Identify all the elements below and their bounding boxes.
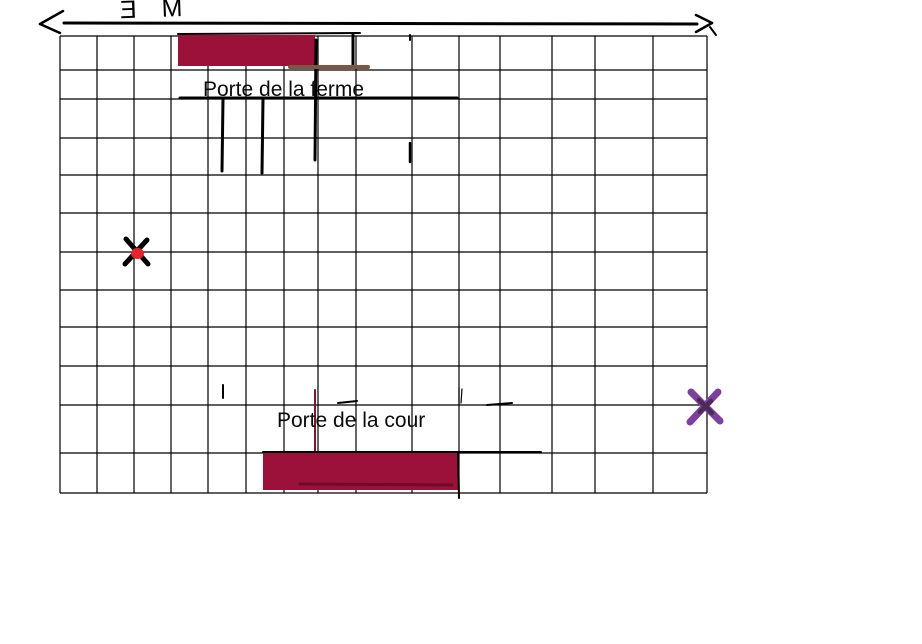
pen-vstroke-3 — [313, 38, 318, 162]
pen-vstroke-2 — [260, 97, 265, 175]
purple-x-core-2 — [697, 398, 714, 415]
dimension-label: Ǝ M — [119, 0, 192, 25]
pen-double-tick-b — [460, 388, 463, 404]
pen-dash-1 — [337, 400, 358, 404]
red-dot-marker — [131, 248, 144, 259]
arrow-head-left-upper — [38, 9, 65, 26]
arrow-head-right-upper — [694, 13, 714, 25]
arrow-head-right-tail — [709, 26, 717, 36]
cour-inner-streak — [298, 482, 454, 487]
ferme-rect-top-edge — [177, 32, 361, 35]
ferme-door-rect — [178, 35, 315, 66]
dimension-arrow-shaft — [62, 21, 699, 26]
arrow-head-left-lower — [38, 22, 62, 35]
pen-dash-2 — [486, 402, 513, 406]
cour-door-label: Porte de la cour — [277, 409, 426, 432]
cour-rect-right-edge — [457, 451, 460, 499]
arrow-head-right-lower — [694, 21, 714, 34]
ferme-door-label: Porte de la ferme — [203, 78, 365, 101]
pen-vstroke-1 — [220, 97, 225, 173]
